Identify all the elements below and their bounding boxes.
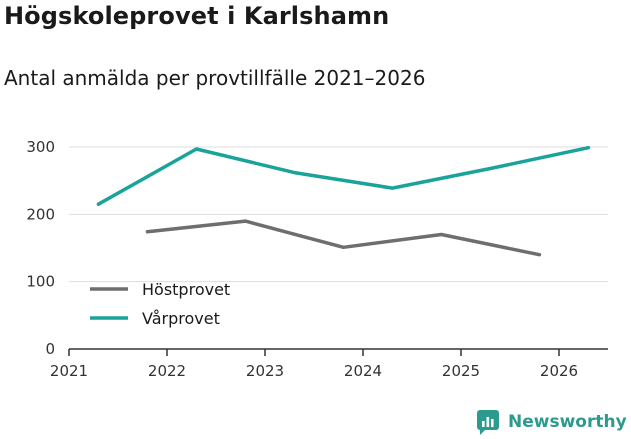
x-tick-label: 2026 [540, 362, 578, 380]
series-line-varprovet [96, 145, 591, 206]
x-tick-label: 2023 [246, 362, 284, 380]
series-line-hostprovet [145, 219, 542, 257]
x-tick-label: 2025 [442, 362, 480, 380]
brand-logo: Newsworthy [476, 409, 627, 435]
newsworthy-logo-icon [477, 410, 499, 435]
x-tick-label: 2022 [148, 362, 186, 380]
x-tick-label: 2021 [50, 362, 88, 380]
x-tick-label: 2024 [344, 362, 382, 380]
chart-subtitle: Antal anmälda per provtillfälle 2021–202… [4, 66, 426, 90]
chart-title: Högskoleprovet i Karlshamn [4, 2, 390, 30]
y-tick-label: 100 [26, 273, 55, 291]
y-tick-label: 0 [45, 340, 55, 358]
brand-name: Newsworthy [508, 412, 627, 432]
y-tick-label: 200 [26, 205, 55, 223]
y-tick-label: 300 [26, 138, 55, 156]
legend-label: Höstprovet [142, 280, 230, 299]
legend-label: Vårprovet [142, 309, 220, 328]
